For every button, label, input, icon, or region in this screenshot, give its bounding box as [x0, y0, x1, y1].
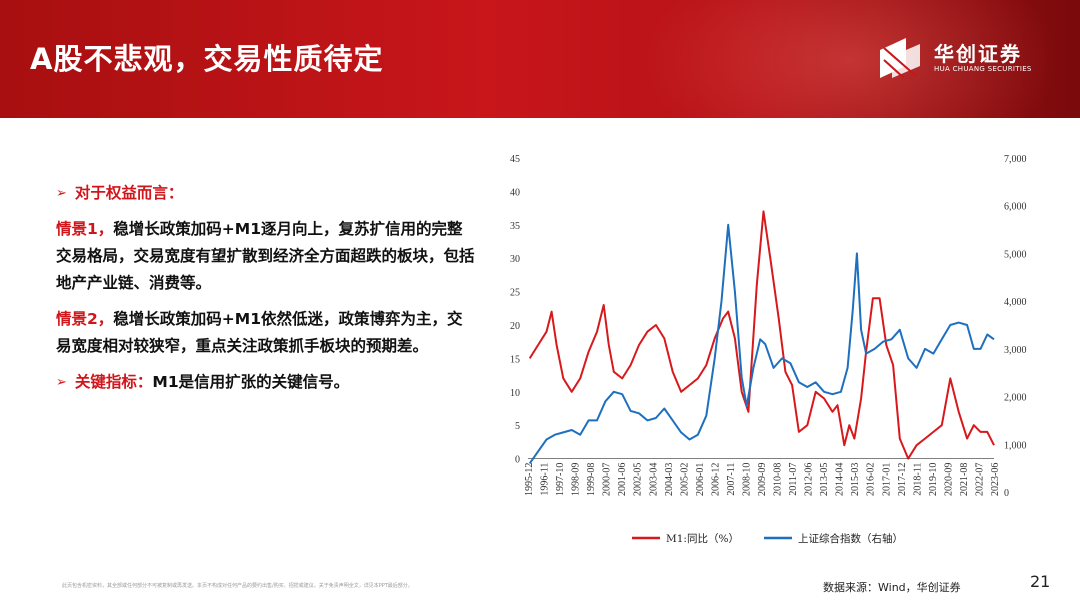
x-tick-label: 1998-09 — [571, 463, 582, 496]
y-left-tick-label: 5 — [515, 421, 520, 432]
key-indicator-text: M1是信用扩张的关键信号。 — [152, 373, 350, 391]
x-tick-label: 2015-03 — [850, 463, 861, 496]
logo-english-name: HUA CHUANG SECURITIES — [934, 65, 1032, 73]
x-tick-label: 2002-05 — [633, 463, 644, 496]
x-tick-label: 2018-11 — [912, 463, 923, 496]
x-tick-label: 2009-09 — [757, 463, 768, 496]
x-tick-label: 2010-08 — [773, 463, 784, 496]
equity-heading: ➢ 对于权益而言： — [56, 180, 476, 207]
x-tick-label: 2021-08 — [959, 463, 970, 496]
scenario-1: 情景1，稳增长政策加码+M1逐月向上，复苏扩信用的完整交易格局，交易宽度有望扩散… — [56, 216, 476, 297]
y-right-tick-label: 5,000 — [1004, 249, 1027, 260]
y-right-tick-label: 3,000 — [1004, 345, 1027, 356]
data-source: 数据来源：Wind，华创证券 — [823, 581, 961, 594]
page-title: A股不悲观，交易性质待定 — [30, 42, 384, 76]
x-tick-label: 2017-12 — [897, 463, 908, 496]
scenario-2-label: 情景2， — [56, 310, 114, 328]
scenario-2: 情景2，稳增长政策加码+M1依然低迷，政策博弈为主，交易宽度相对较狭窄，重点关注… — [56, 306, 476, 360]
y-left-tick-label: 40 — [510, 187, 520, 198]
x-tick-label: 2006-12 — [710, 463, 721, 496]
x-tick-label: 2017-01 — [881, 463, 892, 496]
header-banner: A股不悲观，交易性质待定 华创证券 HUA CHUANG SECURITIES — [0, 0, 1080, 118]
x-tick-label: 2001-06 — [617, 463, 628, 496]
legend-label: M1:同比（%） — [666, 532, 739, 545]
scenario-1-label: 情景1， — [56, 220, 114, 238]
scenario-2-text: 稳增长政策加码+M1依然低迷，政策博弈为主，交易宽度相对较狭窄，重点关注政策抓手… — [56, 310, 463, 355]
x-tick-label: 2020-09 — [943, 463, 954, 496]
key-indicator: ➢ 关键指标： M1是信用扩张的关键信号。 — [56, 369, 476, 396]
y-right-tick-label: 0 — [1004, 488, 1009, 499]
y-right-tick-label: 2,000 — [1004, 393, 1027, 404]
x-tick-label: 2014-04 — [835, 463, 846, 496]
banner-glow — [640, 0, 1060, 118]
x-tick-label: 2000-07 — [602, 463, 613, 496]
logo-mark-icon — [880, 38, 920, 79]
y-left-tick-label: 25 — [510, 288, 520, 299]
m1-vs-shanghai-index-chart: 0 5 10 15 20 25 30 35 40 45 0 1,000 2,000 3,000 4,000 5… — [510, 154, 1027, 545]
x-tick-label: 1997-10 — [555, 463, 566, 496]
company-logo: 华创证券 HUA CHUANG SECURITIES — [876, 34, 1056, 84]
arrow-bullet-icon: ➢ — [56, 375, 67, 390]
x-tick-label: 1995-12 — [524, 463, 535, 496]
x-tick-label: 2005-02 — [679, 463, 690, 496]
x-tick-label: 2016-02 — [866, 463, 877, 496]
scenario-1-text: 稳增长政策加码+M1逐月向上，复苏扩信用的完整交易格局，交易宽度有望扩散到经济全… — [56, 220, 475, 292]
m1-yoy-series-line — [528, 210, 995, 460]
x-tick-label: 2006-01 — [695, 463, 706, 496]
x-tick-label: 2008-10 — [741, 463, 752, 496]
logo-chinese-name: 华创证券 — [934, 42, 1022, 66]
y-right-tick-label: 7,000 — [1004, 154, 1027, 165]
y-left-tick-label: 15 — [510, 354, 520, 365]
x-tick-label: 2022-07 — [974, 463, 985, 496]
x-tick-label: 1999-08 — [586, 463, 597, 496]
x-tick-label: 2013-05 — [819, 463, 830, 496]
y-left-tick-label: 35 — [510, 221, 520, 232]
x-tick-label: 2023-06 — [990, 463, 1001, 496]
x-tick-label: 2011-07 — [788, 463, 799, 496]
shanghai-index-series-line — [528, 223, 995, 464]
y-right-tick-label: 4,000 — [1004, 297, 1027, 308]
x-tick-label: 2004-03 — [664, 463, 675, 496]
y-left-tick-label: 10 — [510, 388, 520, 399]
y-left-tick-label: 30 — [510, 254, 520, 265]
page-number: 21 — [1030, 572, 1051, 591]
x-tick-label: 2012-06 — [804, 463, 815, 496]
x-tick-label: 2019-10 — [928, 463, 939, 496]
y-left-tick-label: 20 — [510, 321, 520, 332]
disclaimer-text: 此页包含机密资料，其全部或任何部分不可被复制或再发送。本页不构成对任何产品的要约… — [62, 583, 413, 589]
arrow-bullet-icon: ➢ — [56, 186, 67, 201]
y-right-tick-label: 6,000 — [1004, 202, 1027, 213]
y-right-tick-label: 1,000 — [1004, 440, 1027, 451]
y-left-tick-label: 45 — [510, 154, 520, 165]
y-left-tick-label: 0 — [515, 455, 520, 466]
x-tick-label: 2003-04 — [648, 463, 659, 496]
x-tick-label: 1996-11 — [540, 463, 551, 496]
key-indicator-label: 关键指标： — [74, 373, 153, 391]
text-block: ➢ 对于权益而言： 情景1，稳增长政策加码+M1逐月向上，复苏扩信用的完整交易格… — [56, 180, 476, 396]
legend-label: 上证综合指数（右轴） — [798, 532, 903, 545]
equity-heading-text: 对于权益而言： — [74, 184, 184, 202]
x-tick-label: 2007-11 — [726, 463, 737, 496]
